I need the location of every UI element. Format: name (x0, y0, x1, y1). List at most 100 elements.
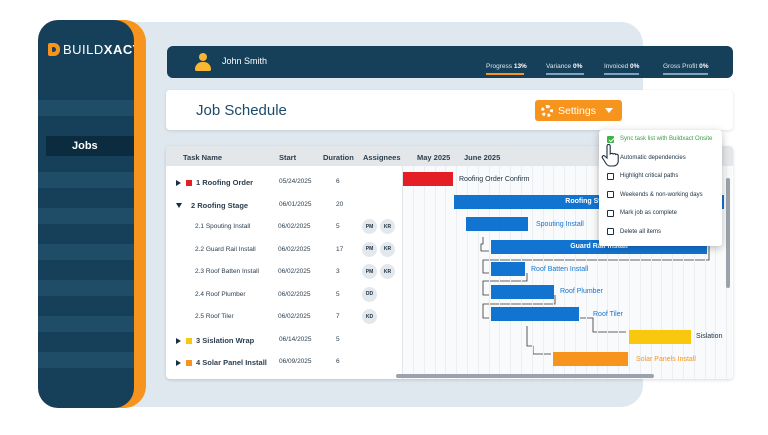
day-gridline (585, 166, 587, 379)
gantt-bar[interactable] (553, 352, 628, 366)
gantt-bar[interactable] (491, 307, 579, 321)
gantt-bar-label: Roof Batten Install (531, 265, 589, 273)
task-duration: 7 (336, 313, 340, 320)
metric-gross-profit[interactable]: Gross Profit 0% (663, 63, 709, 75)
assignee-avatar[interactable]: DD (362, 286, 377, 302)
settings-menu-item[interactable]: Weekends & non-working days (607, 189, 703, 201)
buildxact-logo[interactable]: BUILDXACT (48, 42, 134, 57)
sidebar-stripe (38, 172, 134, 188)
settings-label: Settings (558, 104, 596, 117)
checkbox[interactable] (607, 172, 614, 180)
expand-icon[interactable] (176, 180, 181, 186)
settings-menu-item[interactable]: Delete all items (607, 226, 661, 238)
user-icon[interactable] (195, 53, 211, 71)
column-duration[interactable]: Duration (323, 153, 354, 162)
gear-icon (541, 104, 553, 117)
settings-button[interactable]: Settings (535, 100, 622, 121)
metric-variance[interactable]: Variance 0% (546, 63, 584, 75)
assignee-avatar[interactable]: KR (380, 241, 395, 257)
assignee-avatar[interactable]: PM (362, 264, 377, 279)
expand-icon[interactable] (176, 360, 181, 366)
table-row[interactable]: 4 Solar Panel Install 06/09/2025 6 (166, 350, 402, 372)
day-gridline (607, 166, 609, 379)
gantt-bar[interactable] (403, 172, 453, 186)
task-name-text: 2 Roofing Stage (191, 200, 249, 210)
metric-label: Progress (486, 63, 513, 70)
gantt-bar[interactable] (629, 329, 691, 344)
metric-label: Invoiced (604, 63, 629, 70)
metric-value: 0% (699, 63, 709, 70)
checkbox[interactable] (607, 228, 614, 235)
sidebar-item-jobs[interactable]: Jobs (46, 136, 134, 156)
column-start[interactable]: Start (279, 153, 297, 162)
gantt-bar[interactable] (466, 217, 528, 231)
assignee-avatar[interactable]: KR (380, 264, 395, 279)
settings-dropdown-menu: Sync task list with Buildxact Onsite Auto… (599, 130, 722, 246)
table-row[interactable]: 2.2 Guard Rail Install 06/02/2025 17 PM KR (166, 238, 402, 260)
month-may-2025: May 2025 (417, 153, 451, 162)
settings-menu-item[interactable]: Mark job as complete (607, 207, 677, 219)
checkbox[interactable] (607, 135, 614, 143)
table-row[interactable]: 2.5 Roof Tiler 06/02/2025 7 KD (166, 305, 402, 327)
settings-menu-item[interactable]: Sync task list with Buildxact Onsite (607, 133, 712, 145)
task-duration: 5 (336, 290, 340, 298)
task-name: 4 Solar Panel Install (176, 358, 267, 367)
dependency-line (526, 326, 551, 355)
job-header: John Smith Progress 13% Variance 0% Invo… (167, 46, 733, 78)
task-name-text: 2.1 Spouting Install (195, 223, 251, 230)
task-name: 1 Roofing Order (176, 178, 253, 187)
task-name: 3 Sislation Wrap (176, 336, 254, 345)
checkbox[interactable] (607, 191, 614, 198)
gantt-bar-label: Roof Plumber (560, 288, 603, 295)
logo-icon (48, 43, 60, 56)
title-bar: Job Schedule Settings (166, 90, 733, 130)
metric-invoiced[interactable]: Invoiced 0% (604, 63, 639, 75)
dependency-line (482, 273, 528, 296)
day-gridline (639, 166, 641, 379)
checkbox[interactable] (607, 209, 614, 217)
logo-text: BUILDXACT (63, 42, 134, 57)
task-duration: 17 (336, 245, 344, 253)
table-row[interactable]: 2 Roofing Stage 06/01/2025 20 (166, 193, 402, 215)
task-start-date: 06/02/2025 (278, 223, 311, 230)
assignee-avatar[interactable]: PM (362, 241, 377, 257)
gantt-bar[interactable] (491, 262, 525, 276)
day-gridline (413, 166, 414, 379)
table-row[interactable]: 1 Roofing Order 05/24/2025 6 (166, 170, 402, 192)
table-row[interactable]: 2.1 Spouting Install 06/02/2025 5 PM KR (166, 215, 402, 237)
day-gridline (423, 166, 425, 379)
metric-progress[interactable]: Progress 13% (486, 63, 527, 75)
assignee-avatar[interactable]: PM (362, 219, 377, 234)
day-gridline (488, 166, 490, 379)
task-name-text: 1 Roofing Order (196, 178, 254, 187)
day-gridline (542, 166, 544, 379)
table-row[interactable]: 2.4 Roof Plumber 06/02/2025 5 DD (166, 283, 402, 305)
settings-menu-item[interactable]: Automatic dependencies (607, 152, 686, 164)
gantt-bar-label: Guard Rail Install (570, 243, 628, 250)
horizontal-scrollbar[interactable] (396, 374, 654, 378)
expand-icon[interactable] (176, 337, 181, 344)
table-row[interactable]: 2.3 Roof Batten Install 06/02/2025 3 PM KR (166, 260, 402, 282)
dependency-line (480, 237, 489, 252)
column-task-name[interactable]: Task Name (183, 153, 223, 162)
day-gridline (456, 166, 458, 379)
day-gridline (564, 166, 566, 379)
page-title: Job Schedule (196, 102, 287, 119)
task-start-date: 06/02/2025 (278, 245, 311, 253)
collapse-icon[interactable] (176, 202, 182, 208)
vertical-scrollbar[interactable] (726, 178, 730, 288)
task-name: 2 Roofing Stage (176, 201, 248, 210)
day-gridline (477, 166, 479, 379)
assignee-avatar[interactable]: KD (362, 309, 377, 324)
table-row[interactable]: 3 Sislation Wrap 06/14/2025 5 (166, 328, 402, 350)
day-gridline (575, 166, 576, 379)
chevron-down-icon (604, 108, 613, 113)
assignee-avatar[interactable]: KR (380, 219, 395, 234)
task-duration: 3 (336, 268, 340, 275)
settings-menu-item[interactable]: Highlight critical paths (607, 170, 678, 182)
column-assignees[interactable]: Assignees (363, 153, 401, 162)
task-name-text: 4 Solar Panel Install (196, 358, 267, 367)
task-name: 2.2 Guard Rail Install (195, 246, 256, 253)
gantt-bar[interactable] (491, 284, 554, 299)
task-duration: 5 (336, 335, 340, 343)
